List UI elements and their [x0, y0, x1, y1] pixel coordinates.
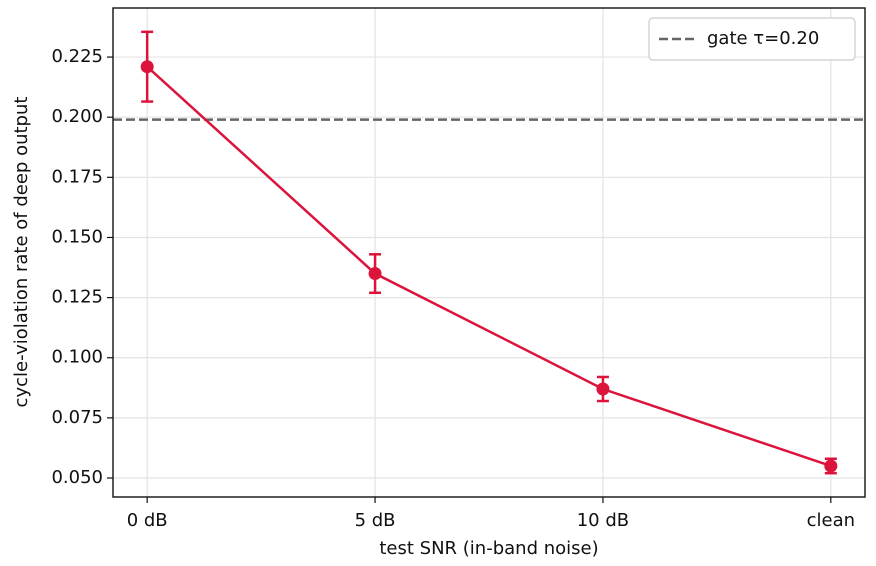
- data-point: [824, 459, 838, 473]
- legend-label: gate τ=0.20: [707, 28, 819, 49]
- plot-frame: [112, 7, 866, 498]
- data-point: [368, 267, 382, 281]
- data-point: [140, 60, 154, 74]
- x-tick-label: 5 dB: [355, 510, 396, 531]
- y-tick-label: 0.150: [51, 226, 103, 247]
- legend-box: [648, 17, 856, 61]
- x-tick-label: clean: [807, 510, 855, 531]
- series-line: [146, 65, 832, 468]
- y-tick-label: 0.200: [51, 106, 103, 127]
- y-tick-label: 0.075: [51, 407, 103, 428]
- y-axis-label: cycle-violation rate of deep output: [11, 97, 32, 408]
- data-point: [596, 382, 610, 396]
- x-tick-label: 0 dB: [127, 510, 168, 531]
- x-tick-label: 10 dB: [577, 510, 629, 531]
- y-tick-label: 0.100: [51, 347, 103, 368]
- y-tick-label: 0.050: [51, 467, 103, 488]
- x-axis-label: test SNR (in-band noise): [379, 538, 598, 559]
- y-tick-label: 0.125: [51, 287, 103, 308]
- legend: gate τ=0.20: [648, 17, 856, 61]
- y-tick-label: 0.175: [51, 166, 103, 187]
- y-tick-label: 0.225: [51, 46, 103, 67]
